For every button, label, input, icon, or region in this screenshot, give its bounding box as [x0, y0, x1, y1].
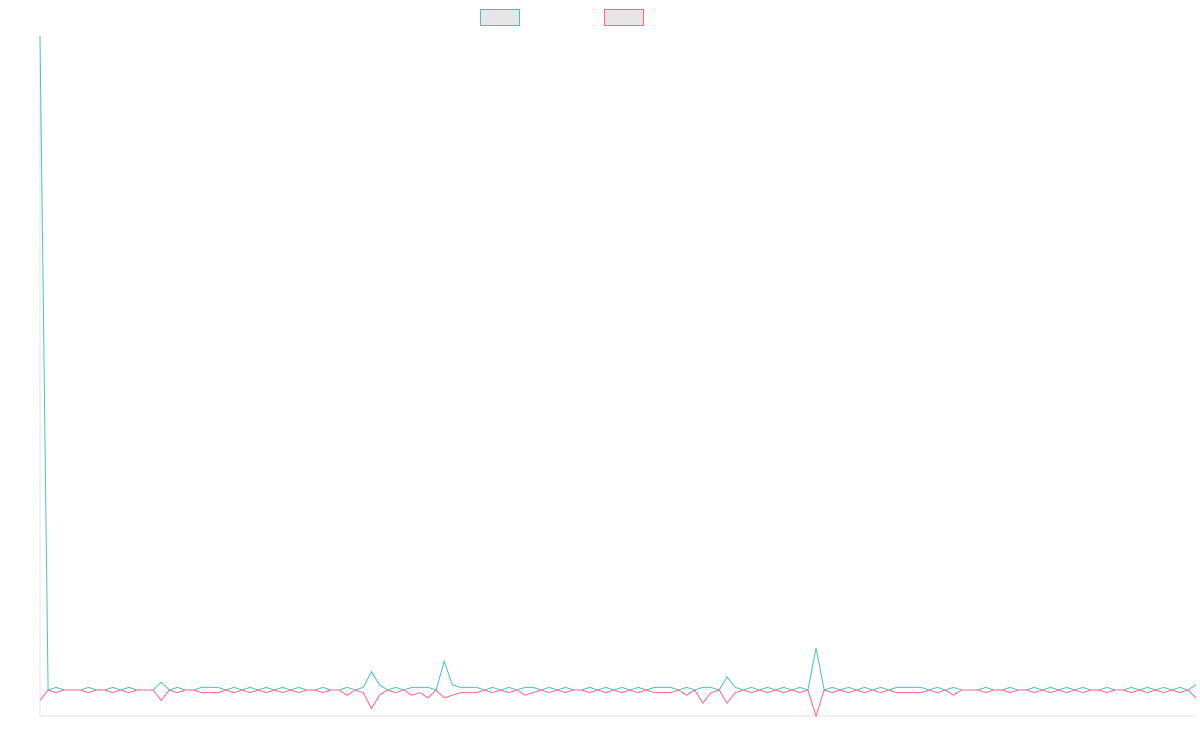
series-line-2: [39, 689, 1197, 718]
legend-swatch-series-2[interactable]: [604, 9, 644, 26]
series-line-1: [39, 35, 1197, 691]
series-layer: [39, 35, 1197, 718]
legend-swatch-series-1[interactable]: [480, 9, 520, 26]
